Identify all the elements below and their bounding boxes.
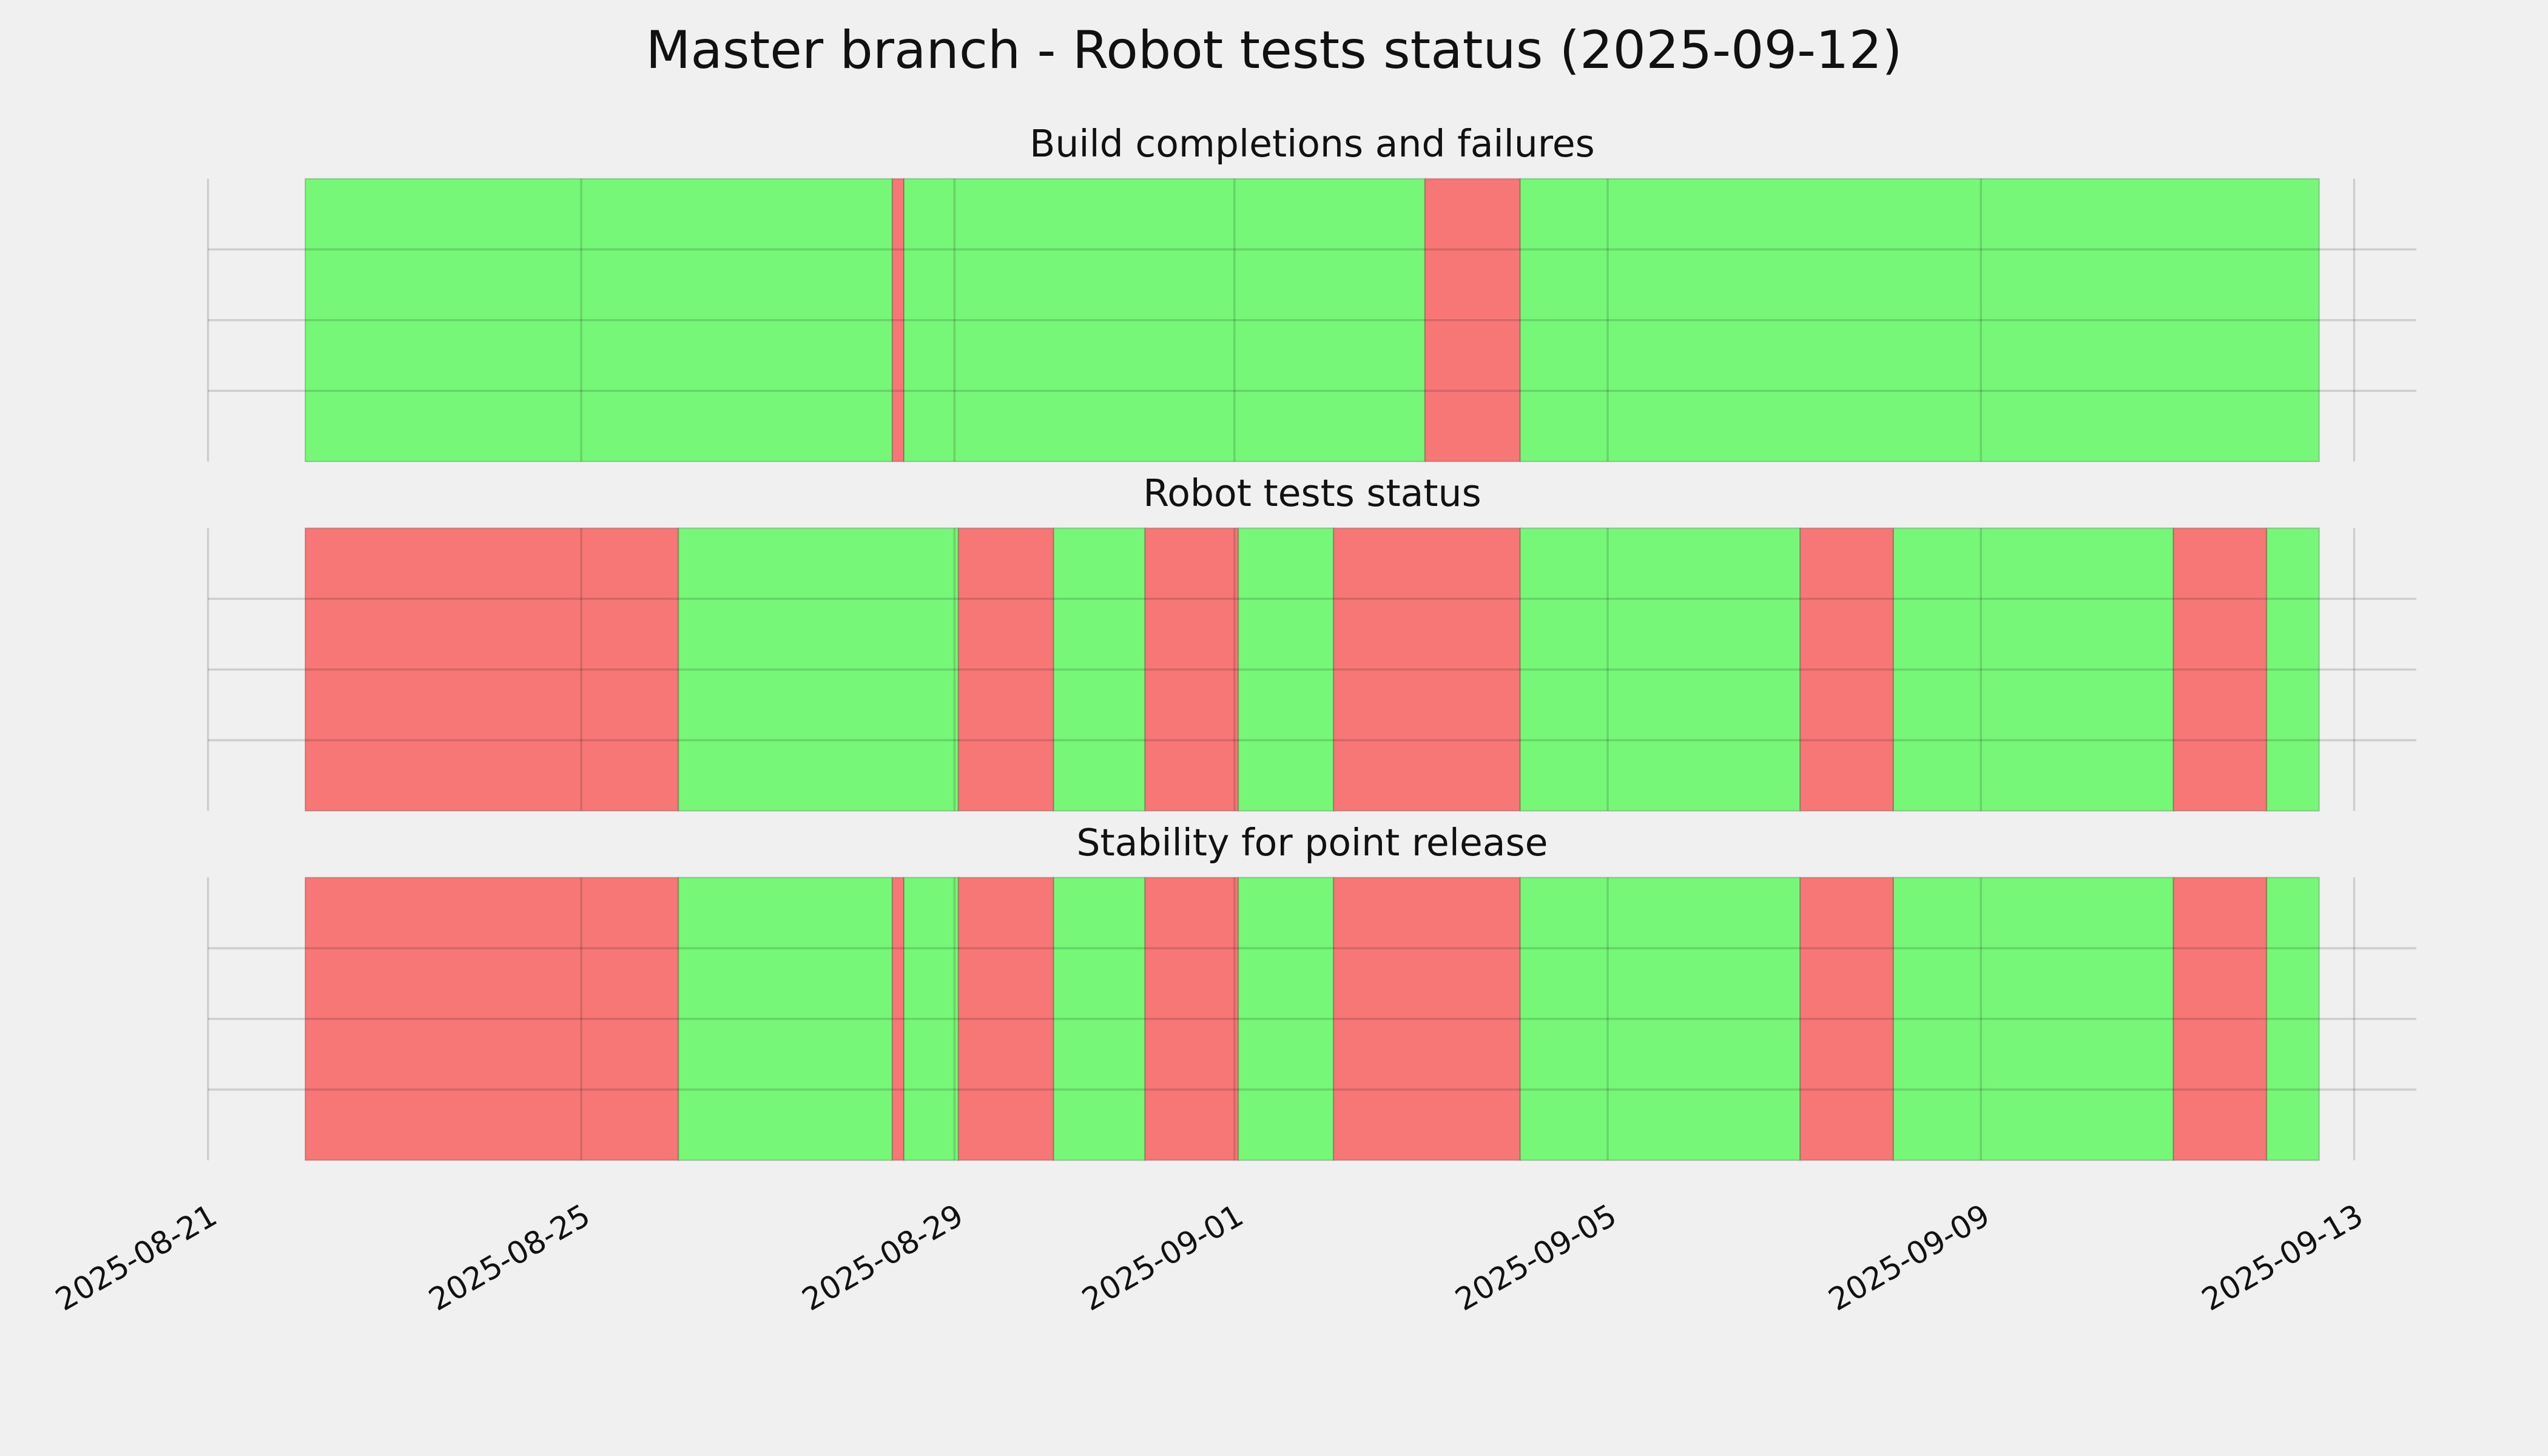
status-span xyxy=(1333,877,1521,1161)
status-span xyxy=(891,877,905,1161)
status-span xyxy=(1333,527,1521,812)
status-span xyxy=(957,527,1054,812)
status-span xyxy=(891,178,905,462)
status-span xyxy=(957,877,1054,1161)
status-span xyxy=(1238,877,1335,1161)
status-span xyxy=(1238,527,1335,812)
status-span xyxy=(2172,877,2268,1161)
status-span xyxy=(1892,527,2174,812)
status-span xyxy=(1892,877,2174,1161)
status-span xyxy=(2172,527,2268,812)
panel-title: Build completions and failures xyxy=(1030,122,1595,166)
chart-title: Master branch - Robot tests status (2025… xyxy=(645,20,1902,81)
status-span xyxy=(1053,527,1146,812)
panel-title: Robot tests status xyxy=(1143,471,1481,515)
status-span xyxy=(305,178,893,462)
status-span xyxy=(305,877,679,1161)
panel-title: Stability for point release xyxy=(1076,821,1548,864)
status-span xyxy=(1144,527,1239,812)
status-span xyxy=(1424,178,1521,462)
status-span xyxy=(2266,877,2320,1161)
status-span xyxy=(1799,527,1895,812)
status-span xyxy=(903,877,959,1161)
status-span xyxy=(305,527,679,812)
status-span xyxy=(1519,877,1801,1161)
status-span xyxy=(1799,877,1895,1161)
status-span xyxy=(1519,527,1801,812)
status-span xyxy=(678,527,959,812)
status-span xyxy=(1519,178,2320,462)
status-span xyxy=(2266,527,2320,812)
